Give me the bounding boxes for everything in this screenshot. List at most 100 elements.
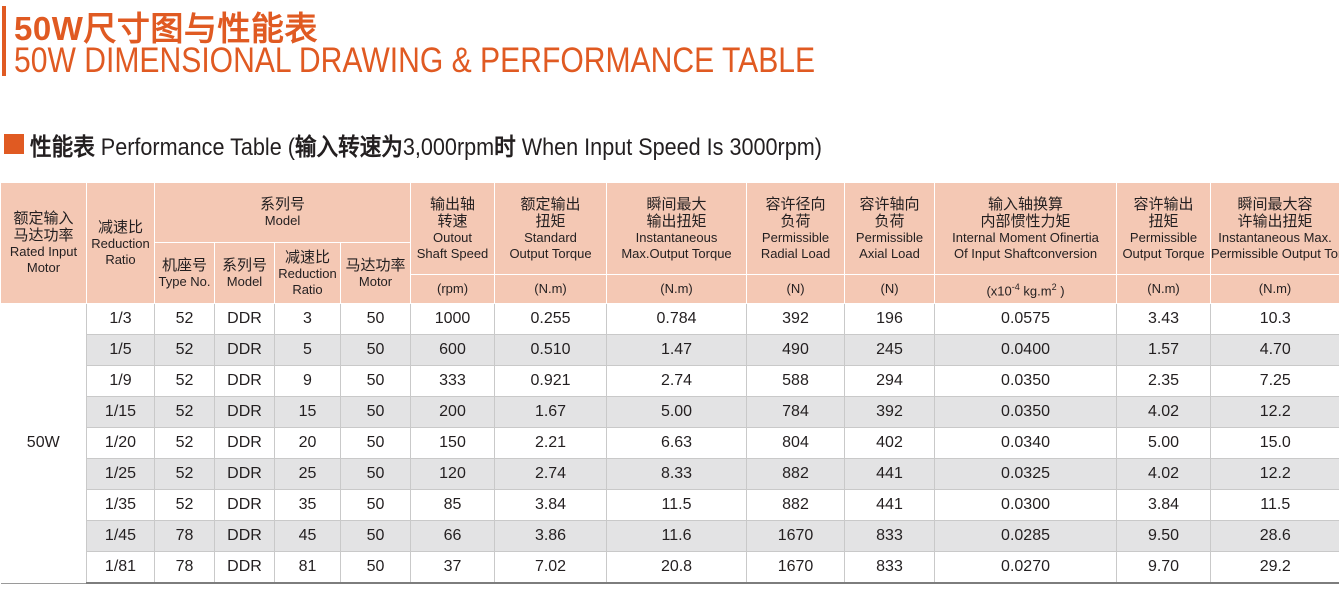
- cell-motor: 50: [339, 365, 411, 397]
- cell-inertia: 0.0340: [934, 427, 1117, 459]
- section-heading: 性能表 Performance Table (输入转速为3,000rpm时 Wh…: [4, 128, 910, 161]
- cell-type: 52: [154, 489, 215, 521]
- cell-red: 3: [274, 303, 341, 335]
- cell-torque: 3.86: [494, 520, 607, 552]
- table-row: 1/5 52 DDR 5 50 600 0.510 1.47 490 245 0.0400 1.57 4…: [1, 334, 1339, 366]
- cell-perm: 1.57: [1116, 334, 1211, 366]
- unit-perm-torque: (N.m): [1116, 274, 1212, 304]
- cell-axial: 402: [844, 427, 935, 459]
- cell-inst: 8.33: [606, 458, 747, 490]
- cell-perm: 4.02: [1116, 458, 1211, 490]
- cell-maxperm: 12.2: [1210, 458, 1339, 490]
- table-row: 1/9 52 DDR 9 50 333 0.921 2.74 588 294 0.0350 2.35 7…: [1, 365, 1339, 397]
- section-title: 性能表 Performance Table (输入转速为3,000rpm时 Wh…: [30, 133, 822, 161]
- cell-maxperm: 28.6: [1210, 520, 1339, 552]
- cell-speed: 37: [410, 551, 495, 584]
- header-rated-input: 额定输入 马达功率 Rated Input Motor: [0, 182, 87, 304]
- unit-radial: (N): [746, 274, 846, 304]
- cell-red: 15: [274, 396, 341, 428]
- title-accent-bar: [2, 6, 6, 76]
- cell-model: DDR: [214, 458, 275, 490]
- cell-ratio: 1/20: [86, 427, 155, 459]
- unit-torque: (N.m): [494, 274, 608, 304]
- cell-maxperm: 10.3: [1210, 303, 1339, 335]
- cell-speed: 333: [410, 365, 495, 397]
- cell-radial: 882: [746, 489, 845, 521]
- cell-motor: 50: [339, 520, 411, 552]
- cell-type: 52: [154, 365, 215, 397]
- header-moment-of-inertia: 输入轴换算 内部惯性力矩 Internal Moment Ofinertia Of …: [934, 182, 1118, 275]
- cell-inst: 1.47: [606, 334, 747, 366]
- cell-red: 20: [274, 427, 341, 459]
- cell-red: 35: [274, 489, 341, 521]
- cell-type: 52: [154, 303, 215, 335]
- cell-perm: 2.35: [1116, 365, 1211, 397]
- cell-inertia: 0.0350: [934, 365, 1117, 397]
- cell-ratio: 1/15: [86, 396, 155, 428]
- cell-perm: 3.84: [1116, 489, 1211, 521]
- table-row: 1/45 78 DDR 45 50 66 3.86 11.6 1670 833 0.0285 9.50…: [1, 520, 1339, 552]
- table-row: 1/15 52 DDR 15 50 200 1.67 5.00 784 392 0.0350 4.02…: [1, 396, 1339, 428]
- cell-inst: 11.5: [606, 489, 747, 521]
- cell-model: DDR: [214, 396, 275, 428]
- unit-speed: (rpm): [410, 274, 496, 304]
- cell-model: DDR: [214, 365, 275, 397]
- performance-table: 额定输入 马达功率 Rated Input Motor 减速比 Reduction Ra…: [0, 182, 1339, 584]
- cell-axial: 196: [844, 303, 935, 335]
- cell-type: 52: [154, 396, 215, 428]
- section-square-icon: [4, 134, 24, 154]
- cell-radial: 1670: [746, 520, 845, 552]
- cell-radial: 490: [746, 334, 845, 366]
- cell-ratio: 1/35: [86, 489, 155, 521]
- cell-axial: 245: [844, 334, 935, 366]
- cell-torque: 7.02: [494, 551, 607, 584]
- cell-ratio: 1/9: [86, 365, 155, 397]
- cell-maxperm: 29.2: [1210, 551, 1339, 584]
- cell-speed: 66: [410, 520, 495, 552]
- header-reduction-ratio: 减速比 Reduction Ratio: [86, 182, 155, 304]
- header-radial-load: 容许径向 负荷 Permissible Radial Load: [746, 182, 846, 275]
- cell-speed: 600: [410, 334, 495, 366]
- cell-radial: 804: [746, 427, 845, 459]
- cell-motor: 50: [339, 489, 411, 521]
- cell-torque: 2.74: [494, 458, 607, 490]
- cell-axial: 392: [844, 396, 935, 428]
- cell-inertia: 0.0270: [934, 551, 1117, 584]
- cell-ratio: 1/81: [86, 551, 155, 584]
- cell-speed: 150: [410, 427, 495, 459]
- cell-model: DDR: [214, 489, 275, 521]
- unit-max-perm-torque: (N.m): [1210, 274, 1339, 304]
- cell-maxperm: 4.70: [1210, 334, 1339, 366]
- cell-red: 9: [274, 365, 341, 397]
- cell-perm: 4.02: [1116, 396, 1211, 428]
- page-title-en: 50W DIMENSIONAL DRAWING & PERFORMANCE TA…: [14, 41, 816, 80]
- table-row: 1/35 52 DDR 35 50 85 3.84 11.5 882 441 0.0300 3.84 1…: [1, 489, 1339, 521]
- cell-axial: 441: [844, 489, 935, 521]
- header-standard-torque: 额定输出 扭矩 Standard Output Torque: [494, 182, 608, 275]
- cell-torque: 0.921: [494, 365, 607, 397]
- unit-inst-torque: (N.m): [606, 274, 748, 304]
- cell-inertia: 0.0575: [934, 303, 1117, 335]
- cell-inertia: 0.0350: [934, 396, 1117, 428]
- cell-red: 81: [274, 551, 341, 584]
- header-type-no: 机座号 Type No.: [154, 242, 215, 304]
- cell-inst: 20.8: [606, 551, 747, 584]
- unit-inertia: (x10-4 kg.m2 ): [934, 274, 1118, 304]
- cell-maxperm: 7.25: [1210, 365, 1339, 397]
- cell-inertia: 0.0285: [934, 520, 1117, 552]
- cell-maxperm: 12.2: [1210, 396, 1339, 428]
- cell-model: DDR: [214, 334, 275, 366]
- header-motor: 马达功率 Motor: [339, 242, 412, 304]
- cell-model: DDR: [214, 427, 275, 459]
- table-row: 50W 1/3 52 DDR 3 50 1000 0.255 0.784 392 196 0.0575…: [0, 303, 1339, 584]
- cell-radial: 588: [746, 365, 845, 397]
- cell-radial: 784: [746, 396, 845, 428]
- cell-motor: 50: [339, 458, 411, 490]
- cell-inst: 0.784: [606, 303, 747, 335]
- cell-ratio: 1/45: [86, 520, 155, 552]
- header-permissible-torque: 容许输出 扭矩 Permissible Output Torque: [1116, 182, 1212, 275]
- cell-perm: 5.00: [1116, 427, 1211, 459]
- cell-red: 45: [274, 520, 341, 552]
- cell-ratio: 1/3: [86, 303, 155, 335]
- cell-maxperm: 11.5: [1210, 489, 1339, 521]
